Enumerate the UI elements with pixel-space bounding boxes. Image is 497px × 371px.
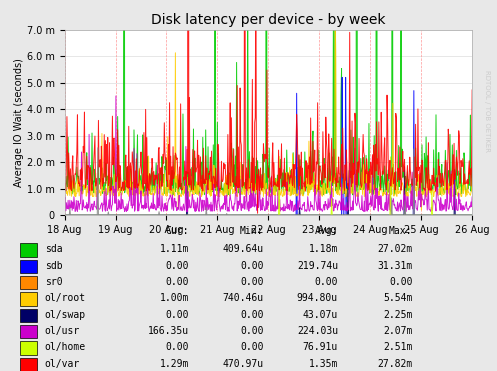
Text: 0.00: 0.00	[240, 326, 263, 336]
Bar	[20, 260, 37, 273]
Text: 1.00m: 1.00m	[160, 293, 189, 303]
Text: 27.02m: 27.02m	[377, 244, 413, 254]
Text: 0.00: 0.00	[166, 342, 189, 352]
Text: 470.97u: 470.97u	[222, 359, 263, 368]
Bar	[20, 358, 37, 371]
Text: 2.25m: 2.25m	[383, 310, 413, 319]
Text: 0.00: 0.00	[166, 310, 189, 319]
Text: 224.03u: 224.03u	[297, 326, 338, 336]
Text: 0.00: 0.00	[166, 277, 189, 287]
Text: 0.00: 0.00	[166, 261, 189, 270]
Text: 219.74u: 219.74u	[297, 261, 338, 270]
Y-axis label: Average IO Wait (seconds): Average IO Wait (seconds)	[14, 58, 24, 187]
Text: 5.54m: 5.54m	[383, 293, 413, 303]
Bar	[20, 292, 37, 306]
Text: ol/home: ol/home	[45, 342, 86, 352]
Bar	[20, 341, 37, 355]
Text: Min:: Min:	[240, 226, 263, 236]
Bar	[20, 325, 37, 338]
Bar	[20, 276, 37, 289]
Text: 166.35u: 166.35u	[148, 326, 189, 336]
Text: 31.31m: 31.31m	[377, 261, 413, 270]
Text: sda: sda	[45, 244, 62, 254]
Text: ol/root: ol/root	[45, 293, 86, 303]
Text: ol/var: ol/var	[45, 359, 80, 368]
Text: 76.91u: 76.91u	[303, 342, 338, 352]
Bar	[20, 243, 37, 257]
Text: 0.00: 0.00	[315, 277, 338, 287]
Text: 0.00: 0.00	[240, 310, 263, 319]
Text: 0.00: 0.00	[240, 261, 263, 270]
Text: RDTOOL / TOB OETIKER: RDTOOL / TOB OETIKER	[484, 70, 490, 152]
Text: 0.00: 0.00	[240, 277, 263, 287]
Text: 740.46u: 740.46u	[222, 293, 263, 303]
Text: 1.29m: 1.29m	[160, 359, 189, 368]
Text: 994.80u: 994.80u	[297, 293, 338, 303]
Text: ol/usr: ol/usr	[45, 326, 80, 336]
Text: Max:: Max:	[389, 226, 413, 236]
Text: 409.64u: 409.64u	[222, 244, 263, 254]
Text: sr0: sr0	[45, 277, 62, 287]
Title: Disk latency per device - by week: Disk latency per device - by week	[151, 13, 386, 27]
Text: 1.35m: 1.35m	[309, 359, 338, 368]
Text: ol/swap: ol/swap	[45, 310, 86, 319]
Bar	[20, 309, 37, 322]
Text: 43.07u: 43.07u	[303, 310, 338, 319]
Text: Cur:: Cur:	[166, 226, 189, 236]
Text: sdb: sdb	[45, 261, 62, 270]
Text: 27.82m: 27.82m	[377, 359, 413, 368]
Text: 0.00: 0.00	[240, 342, 263, 352]
Text: 1.18m: 1.18m	[309, 244, 338, 254]
Text: 0.00: 0.00	[389, 277, 413, 287]
Text: 2.51m: 2.51m	[383, 342, 413, 352]
Text: Avg:: Avg:	[315, 226, 338, 236]
Text: 2.07m: 2.07m	[383, 326, 413, 336]
Text: 1.11m: 1.11m	[160, 244, 189, 254]
